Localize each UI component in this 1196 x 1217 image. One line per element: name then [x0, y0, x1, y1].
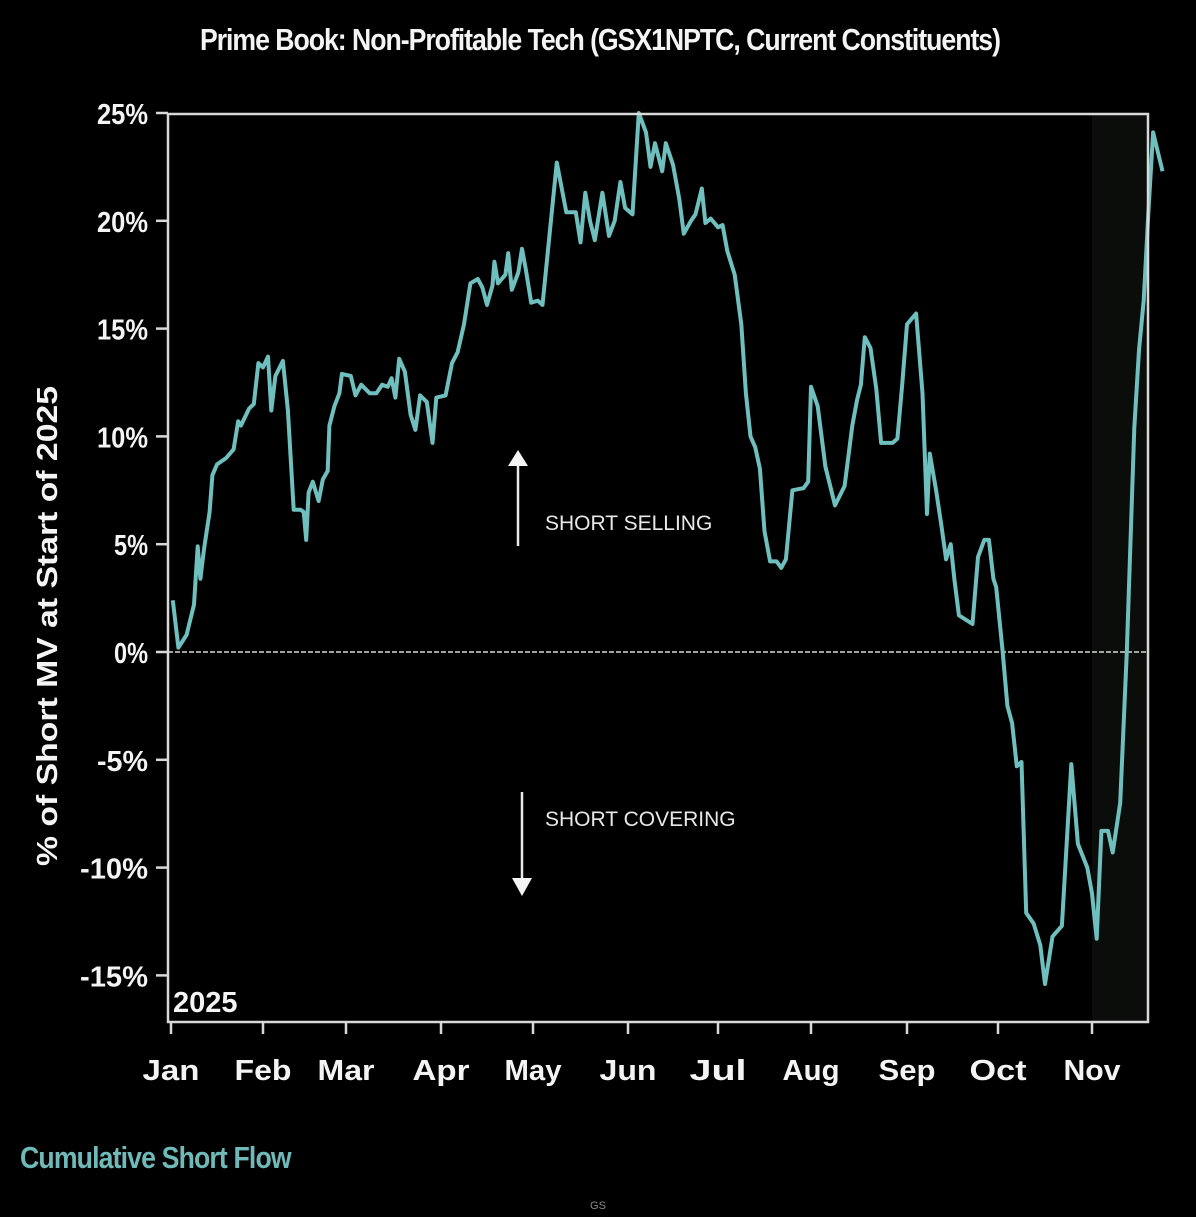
y-axis-label: % of Short MV at Start of 2025 — [32, 386, 64, 866]
x-tick-label: May — [505, 1055, 562, 1087]
arrow-down-head — [512, 878, 532, 896]
arrow-up-head — [508, 450, 528, 466]
x-tick-label: Nov — [1064, 1055, 1121, 1087]
x-tick-label: Mar — [318, 1055, 375, 1087]
annotations: SHORT SELLING SHORT COVERING — [508, 450, 736, 896]
source-footer: GS — [590, 1200, 606, 1212]
plot-frame — [166, 112, 1150, 1024]
x-tick-label: Sep — [879, 1055, 936, 1087]
year-label: 2025 — [173, 987, 238, 1019]
y-tick-label: 15% — [97, 315, 148, 347]
x-tick-label: Feb — [235, 1055, 292, 1087]
y-tick-label: 25% — [97, 99, 148, 131]
x-tick-label: Apr — [413, 1055, 470, 1087]
y-tick-label: 5% — [114, 530, 148, 562]
y-tick-label: -10% — [80, 854, 148, 886]
x-tick-label: Jun — [600, 1055, 657, 1087]
chart-title: Prime Book: Non-Profitable Tech (GSX1NPT… — [199, 22, 1001, 57]
x-tick-label: Jul — [690, 1055, 747, 1087]
x-tick-label: Oct — [970, 1055, 1027, 1087]
chart-subtitle: Cumulative Short Flow — [20, 1140, 292, 1175]
y-tick-label: 0% — [114, 638, 148, 670]
y-tick-label: -15% — [80, 961, 148, 993]
y-tick-label: 20% — [97, 207, 148, 239]
series-line — [170, 111, 1165, 986]
annotation-short-covering: SHORT COVERING — [545, 808, 736, 831]
y-tick-label: 10% — [97, 422, 148, 454]
y-tick-label: -5% — [97, 746, 148, 778]
y-axis: 25% 20% 15% 10% 5% 0% -5% -10% -15% — [80, 99, 168, 993]
annotation-short-selling: SHORT SELLING — [545, 512, 712, 535]
x-tick-label: Jan — [143, 1055, 200, 1087]
x-axis: Jan Feb Mar Apr May Jun Jul Aug Sep Oct Nov — [143, 1022, 1121, 1087]
x-tick-label: Aug — [783, 1055, 840, 1087]
